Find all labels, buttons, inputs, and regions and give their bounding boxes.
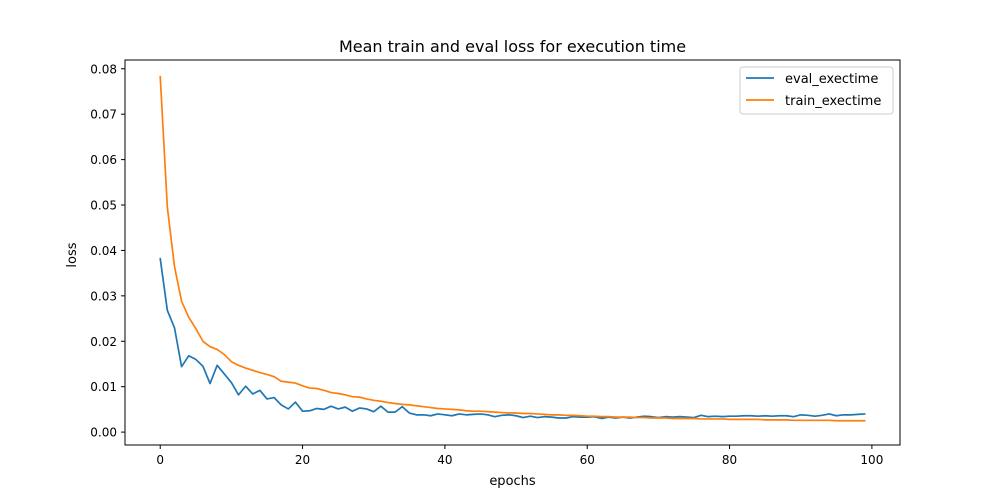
y-axis-label: loss xyxy=(65,242,80,267)
x-axis: 0 20 40 60 80 100 xyxy=(156,445,883,467)
plot-frame xyxy=(124,59,901,446)
y-tick-label: 0.01 xyxy=(90,380,117,394)
x-tick-label: 20 xyxy=(295,453,310,467)
y-tick-label: 0.07 xyxy=(90,108,117,122)
y-tick-label: 0.03 xyxy=(90,289,117,303)
y-axis: 0.00 0.01 0.02 0.03 0.04 0.05 0.06 0.07 0.08 xyxy=(90,62,125,440)
y-tick-label: 0.06 xyxy=(90,153,117,167)
x-tick-label: 0 xyxy=(156,453,164,467)
legend-box xyxy=(739,66,894,115)
x-tick-label: 40 xyxy=(437,453,452,467)
plot-area xyxy=(159,75,866,422)
y-tick-label: 0.04 xyxy=(90,244,117,258)
legend: eval_exectime train_exectime xyxy=(739,66,894,115)
series-line-train_exectime xyxy=(159,75,866,422)
y-tick-label: 0.05 xyxy=(90,199,117,213)
x-tick-label: 100 xyxy=(860,453,883,467)
series-line-eval_exectime xyxy=(159,257,866,420)
x-tick-label: 60 xyxy=(580,453,595,467)
legend-label-train_exectime: train_exectime xyxy=(785,94,881,109)
x-tick-label: 80 xyxy=(722,453,737,467)
x-axis-label: epochs xyxy=(489,474,536,489)
legend-label-eval_exectime: eval_exectime xyxy=(785,72,878,87)
y-tick-label: 0.02 xyxy=(90,335,117,349)
chart-title: Mean train and eval loss for execution t… xyxy=(339,37,686,56)
y-tick-label: 0.00 xyxy=(90,426,117,440)
y-tick-label: 0.08 xyxy=(90,62,117,76)
